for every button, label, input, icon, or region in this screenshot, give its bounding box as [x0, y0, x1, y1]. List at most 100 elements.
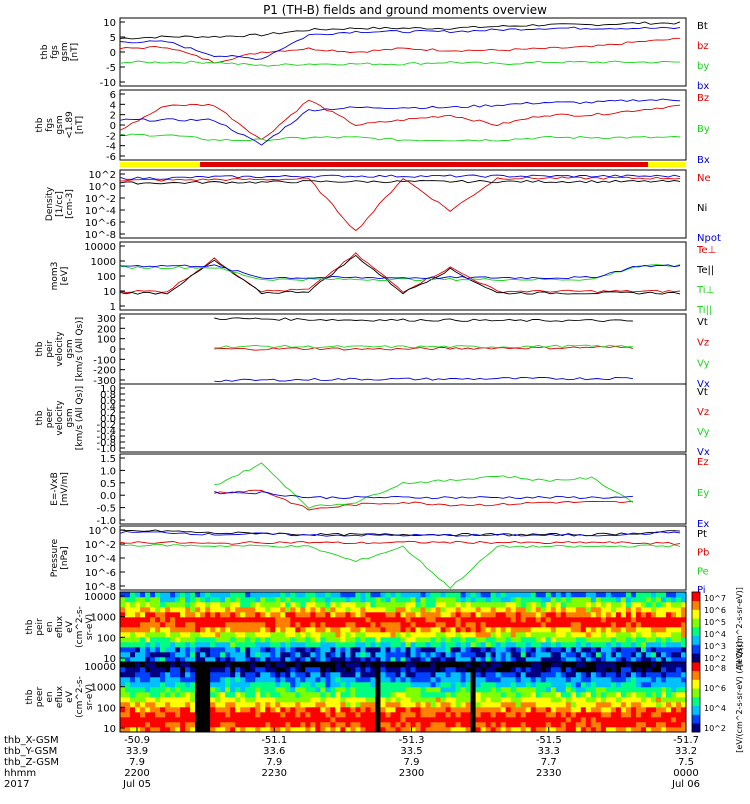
spectrogram-cell [460, 667, 466, 673]
spectrogram-cell [510, 647, 516, 653]
spectrogram-cell [360, 637, 366, 643]
spectrogram-cell [190, 662, 196, 668]
spectrogram-cell [190, 722, 196, 728]
spectrogram-cell [505, 607, 511, 613]
spectrogram-cell [270, 597, 276, 603]
spectrogram-cell [560, 597, 567, 603]
spectrogram-cell [605, 632, 612, 638]
spectrogram-cell [285, 652, 291, 658]
spectrogram-cell [620, 677, 627, 683]
spectrogram-cell [585, 607, 592, 613]
y-axis-label: Density [45, 186, 55, 221]
spectrogram-cell [415, 702, 421, 708]
spectrogram-cell [135, 677, 141, 683]
spectrogram-cell [525, 672, 532, 678]
spectrogram-cell [340, 632, 346, 638]
spectrogram-cell [145, 632, 151, 638]
spectrogram-cell [385, 702, 391, 708]
spectrogram-cell [480, 707, 486, 713]
spectrogram-cell [625, 627, 632, 633]
spectrogram-cell [165, 607, 171, 613]
spectrogram-cell [140, 727, 146, 733]
spectrogram-cell [270, 592, 276, 598]
spectrogram-cell [320, 702, 326, 708]
y-tick-label: -300 [93, 376, 116, 387]
spectrogram-cell [160, 727, 166, 733]
spectrogram-cell [480, 667, 486, 673]
spectrogram-cell [310, 727, 316, 733]
spectrogram-cell [130, 727, 136, 733]
spectrogram-cell [165, 682, 171, 688]
spectrogram-cell [235, 642, 241, 648]
spectrogram-cell [565, 702, 572, 708]
colorbar-tick-label: 10^4 [704, 704, 726, 713]
spectrogram-cell [335, 712, 341, 718]
spectrogram-cell [645, 702, 652, 708]
spectrogram-cell [400, 632, 406, 638]
spectrogram-cell [320, 667, 326, 673]
spectrogram-cell [515, 722, 522, 728]
spectrogram-cell [320, 692, 326, 698]
spectrogram-cell [150, 597, 156, 603]
spectrogram-cell [570, 607, 577, 613]
spectrogram-cell [425, 622, 431, 628]
spectrogram-cell [265, 657, 271, 663]
colorbar-segment [692, 635, 700, 645]
spectrogram-cell [670, 722, 677, 728]
spectrogram-cell [145, 592, 151, 598]
spectrogram-cell [265, 642, 271, 648]
spectrogram-cell [380, 617, 386, 623]
spectrogram-cell [175, 682, 181, 688]
spectrogram-cell [250, 592, 256, 598]
spectrogram-cell [310, 652, 316, 658]
spectrogram-cell [365, 657, 371, 663]
spectrogram-cell [525, 722, 532, 728]
spectrogram-cell [545, 702, 552, 708]
spectrogram-cell [475, 727, 481, 733]
spectrogram-cell [665, 597, 672, 603]
spectrogram-cell [615, 627, 622, 633]
spectrogram-cell [195, 697, 201, 703]
spectrogram-cell [595, 667, 602, 673]
spectrogram-cell [245, 717, 251, 723]
spectrogram-cell [260, 667, 266, 673]
spectrogram-cell [325, 712, 331, 718]
spectrogram-cell [615, 677, 622, 683]
spectrogram-cell [370, 637, 376, 643]
spectrogram-cell [360, 647, 366, 653]
y-tick-label: 1000 [91, 683, 116, 694]
spectrogram-cell [345, 632, 351, 638]
spectrogram-cell [405, 702, 411, 708]
spectrogram-cell [180, 612, 186, 618]
spectrogram-cell [605, 637, 612, 643]
spectrogram-cell [295, 712, 301, 718]
y-tick-label: 10^2 [89, 170, 116, 181]
spectrogram-cell [605, 692, 612, 698]
spectrogram-cell [460, 652, 466, 658]
spectrogram-cell [345, 597, 351, 603]
spectrogram-cell [540, 687, 547, 693]
spectrogram-cell [425, 612, 431, 618]
spectrogram-cell [655, 617, 662, 623]
y-tick-label: -1.0 [96, 516, 116, 527]
spectrogram-cell [310, 667, 316, 673]
spectrogram-cell [435, 672, 441, 678]
spectrogram-cell [370, 667, 376, 673]
spectrogram-cell [620, 602, 627, 608]
spectrogram-cell [315, 647, 321, 653]
spectrogram-cell [490, 617, 496, 623]
spectrogram-cell [630, 642, 637, 648]
spectrogram-cell [195, 682, 201, 688]
spectrogram-cell [560, 717, 567, 723]
spectrogram-cell [205, 707, 211, 713]
spectrogram-cell [340, 692, 346, 698]
spectrogram-cell [430, 597, 436, 603]
spectrogram-cell [260, 692, 266, 698]
spectrogram-cell [570, 647, 577, 653]
spectrogram-cell [175, 697, 181, 703]
spectrogram-cell [450, 592, 456, 598]
spectrogram-cell [190, 637, 196, 643]
spectrogram-cell [490, 697, 496, 703]
spectrogram-cell [330, 682, 336, 688]
